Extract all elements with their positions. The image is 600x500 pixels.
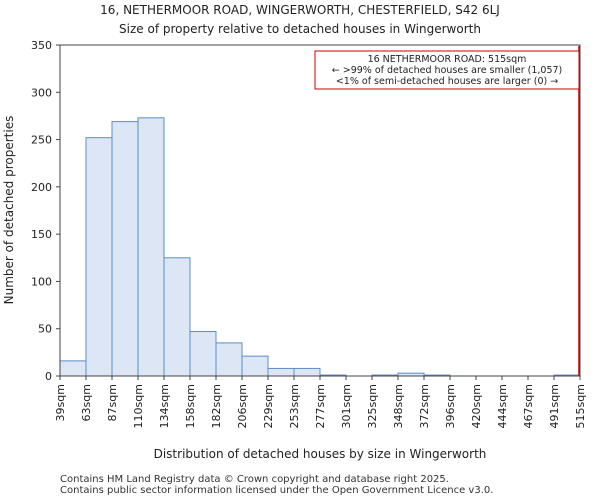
x-axis-label: Distribution of detached houses by size … bbox=[154, 447, 487, 461]
x-axis-ticks: 39sqm 63sqm 87sqm 110sqm 134sqm 158sqm 182sqm 2… bbox=[54, 376, 587, 428]
annotation-line-1: 16 NETHERMOOR ROAD: 515sqm bbox=[368, 54, 527, 65]
x-tick-label-87sqm: 87sqm bbox=[106, 384, 119, 421]
x-tick-label-372sqm: 372sqm bbox=[418, 384, 431, 428]
y-tick-label-50: 50 bbox=[38, 323, 52, 336]
footer-line-1: Contains HM Land Registry data © Crown c… bbox=[60, 474, 449, 485]
x-tick-label-63sqm: 63sqm bbox=[80, 384, 93, 421]
y-tick-label-100: 100 bbox=[31, 275, 52, 288]
plot-frame bbox=[59, 44, 581, 377]
bar-206sqm bbox=[241, 355, 269, 377]
y-tick-label-300: 300 bbox=[31, 86, 52, 99]
y-tick-label-250: 250 bbox=[31, 134, 52, 147]
bar-134sqm bbox=[163, 257, 191, 377]
y-axis-ticks: 0 50 100 150 200 250 300 350 bbox=[31, 39, 60, 383]
x-tick-label-277sqm: 277sqm bbox=[314, 384, 327, 428]
x-tick-label-444sqm: 444sqm bbox=[496, 384, 509, 428]
bar-158sqm bbox=[189, 331, 217, 377]
chart-subtitle: Size of property relative to detached ho… bbox=[119, 22, 481, 36]
y-axis-label: Number of detached properties bbox=[2, 116, 16, 305]
x-tick-label-206sqm: 206sqm bbox=[236, 384, 249, 428]
x-tick-label-396sqm: 396sqm bbox=[444, 384, 457, 428]
x-tick-label-420sqm: 420sqm bbox=[470, 384, 483, 428]
bar-39sqm bbox=[59, 360, 87, 377]
annotation-box: 16 NETHERMOOR ROAD: 515sqm ← >99% of det… bbox=[314, 50, 580, 90]
y-tick-label-0: 0 bbox=[45, 370, 52, 383]
bar-253sqm bbox=[293, 367, 321, 377]
bars-group bbox=[59, 117, 581, 377]
x-tick-label-515sqm: 515sqm bbox=[574, 384, 587, 428]
x-tick-label-301sqm: 301sqm bbox=[340, 384, 353, 428]
x-tick-label-110sqm: 110sqm bbox=[132, 384, 145, 428]
x-tick-label-158sqm: 158sqm bbox=[184, 384, 197, 428]
annotation-line-3: <1% of semi-detached houses are larger (… bbox=[336, 76, 558, 87]
bar-63sqm bbox=[85, 137, 113, 377]
x-tick-label-491sqm: 491sqm bbox=[548, 384, 561, 428]
annotation-line-2: ← >99% of detached houses are smaller (1… bbox=[332, 65, 563, 76]
x-tick-label-325sqm: 325sqm bbox=[366, 384, 379, 428]
bar-110sqm bbox=[137, 117, 165, 377]
x-tick-label-253sqm: 253sqm bbox=[288, 384, 301, 428]
bar-229sqm bbox=[267, 367, 295, 377]
bar-87sqm bbox=[111, 121, 139, 377]
x-tick-label-229sqm: 229sqm bbox=[262, 384, 275, 428]
x-tick-label-39sqm: 39sqm bbox=[54, 384, 67, 421]
y-tick-label-200: 200 bbox=[31, 181, 52, 194]
x-tick-label-134sqm: 134sqm bbox=[158, 384, 171, 428]
x-tick-label-467sqm: 467sqm bbox=[522, 384, 535, 428]
x-tick-label-182sqm: 182sqm bbox=[210, 384, 223, 428]
footer-line-2: Contains public sector information licen… bbox=[60, 485, 494, 496]
y-tick-label-150: 150 bbox=[31, 228, 52, 241]
y-tick-label-350: 350 bbox=[31, 39, 52, 52]
chart-title: 16, NETHERMOOR ROAD, WINGERWORTH, CHESTE… bbox=[100, 3, 500, 17]
x-tick-label-348sqm: 348sqm bbox=[392, 384, 405, 428]
bar-182sqm bbox=[215, 342, 243, 377]
